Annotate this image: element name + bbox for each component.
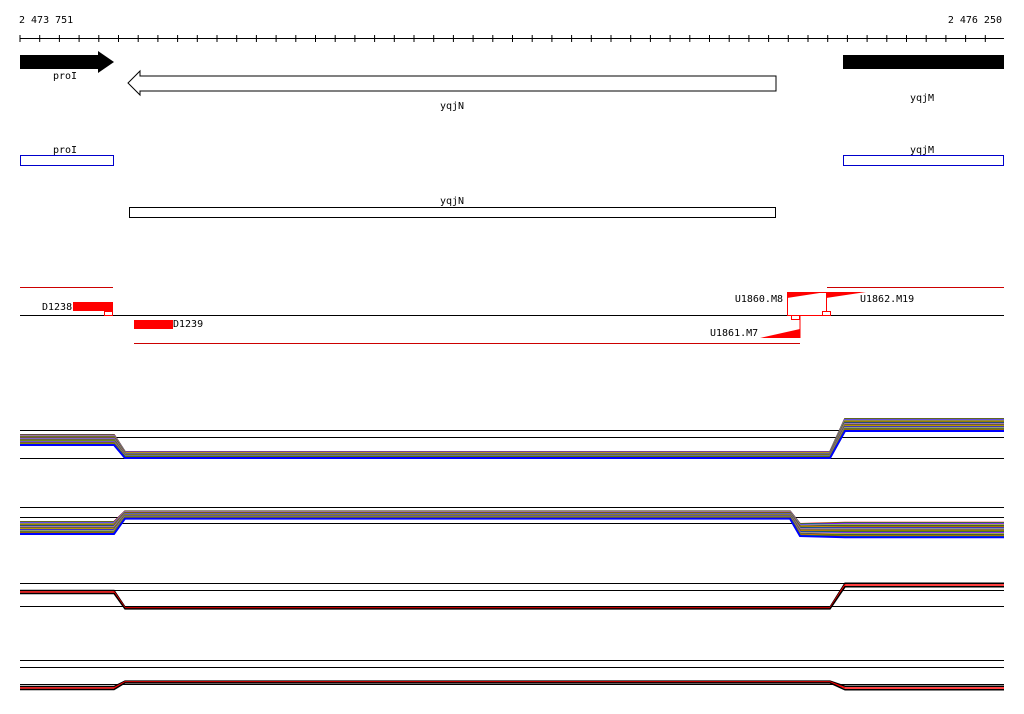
- expression-profiles: [20, 418, 1004, 691]
- profile-line: [20, 584, 1004, 609]
- svg-text:D1239: D1239: [173, 319, 203, 330]
- svg-text:D1238: D1238: [42, 302, 72, 313]
- cds-yqjM[interactable]: yqjM: [843, 145, 1004, 166]
- feature-U1861-M7[interactable]: U1861.M7: [710, 316, 801, 339]
- coord-end: 2 476 250: [948, 15, 1002, 26]
- cds-yqjN[interactable]: yqjN: [129, 196, 776, 218]
- feature-D1238[interactable]: D1238: [42, 302, 113, 316]
- svg-text:U1861.M7: U1861.M7: [710, 328, 758, 339]
- ruler[interactable]: [19, 35, 1004, 42]
- profile-line: [20, 681, 1004, 689]
- coord-start: 2 473 751: [19, 15, 73, 26]
- cds-proI[interactable]: proI: [20, 145, 114, 166]
- profile-line: [20, 586, 1004, 610]
- feature-track: D1238 D1239 U1860.M8 U1862.M19 U1861.M7: [20, 287, 1004, 344]
- svg-text:yqjM: yqjM: [910, 93, 934, 104]
- feature-D1239[interactable]: D1239: [134, 319, 203, 330]
- feature-U1860-M8[interactable]: U1860.M8: [735, 292, 827, 320]
- profile-line: [20, 430, 1004, 459]
- profile-line: [20, 517, 1004, 539]
- svg-text:yqjN: yqjN: [440, 101, 464, 112]
- svg-text:yqjM: yqjM: [910, 145, 934, 156]
- svg-text:U1862.M19: U1862.M19: [860, 294, 914, 305]
- gene-yqjN[interactable]: yqjN: [127, 69, 777, 112]
- gene-yqjM[interactable]: yqjM: [843, 55, 1004, 104]
- profile-line: [20, 582, 1004, 608]
- profile-line: [20, 680, 1004, 688]
- svg-text:U1860.M8: U1860.M8: [735, 294, 783, 305]
- svg-text:proI: proI: [53, 71, 77, 82]
- svg-text:proI: proI: [53, 145, 77, 156]
- gene-proI[interactable]: proI: [20, 51, 114, 82]
- profile-line: [20, 682, 1004, 691]
- feature-U1862-M19[interactable]: U1862.M19: [822, 292, 915, 316]
- svg-text:yqjN: yqjN: [440, 196, 464, 207]
